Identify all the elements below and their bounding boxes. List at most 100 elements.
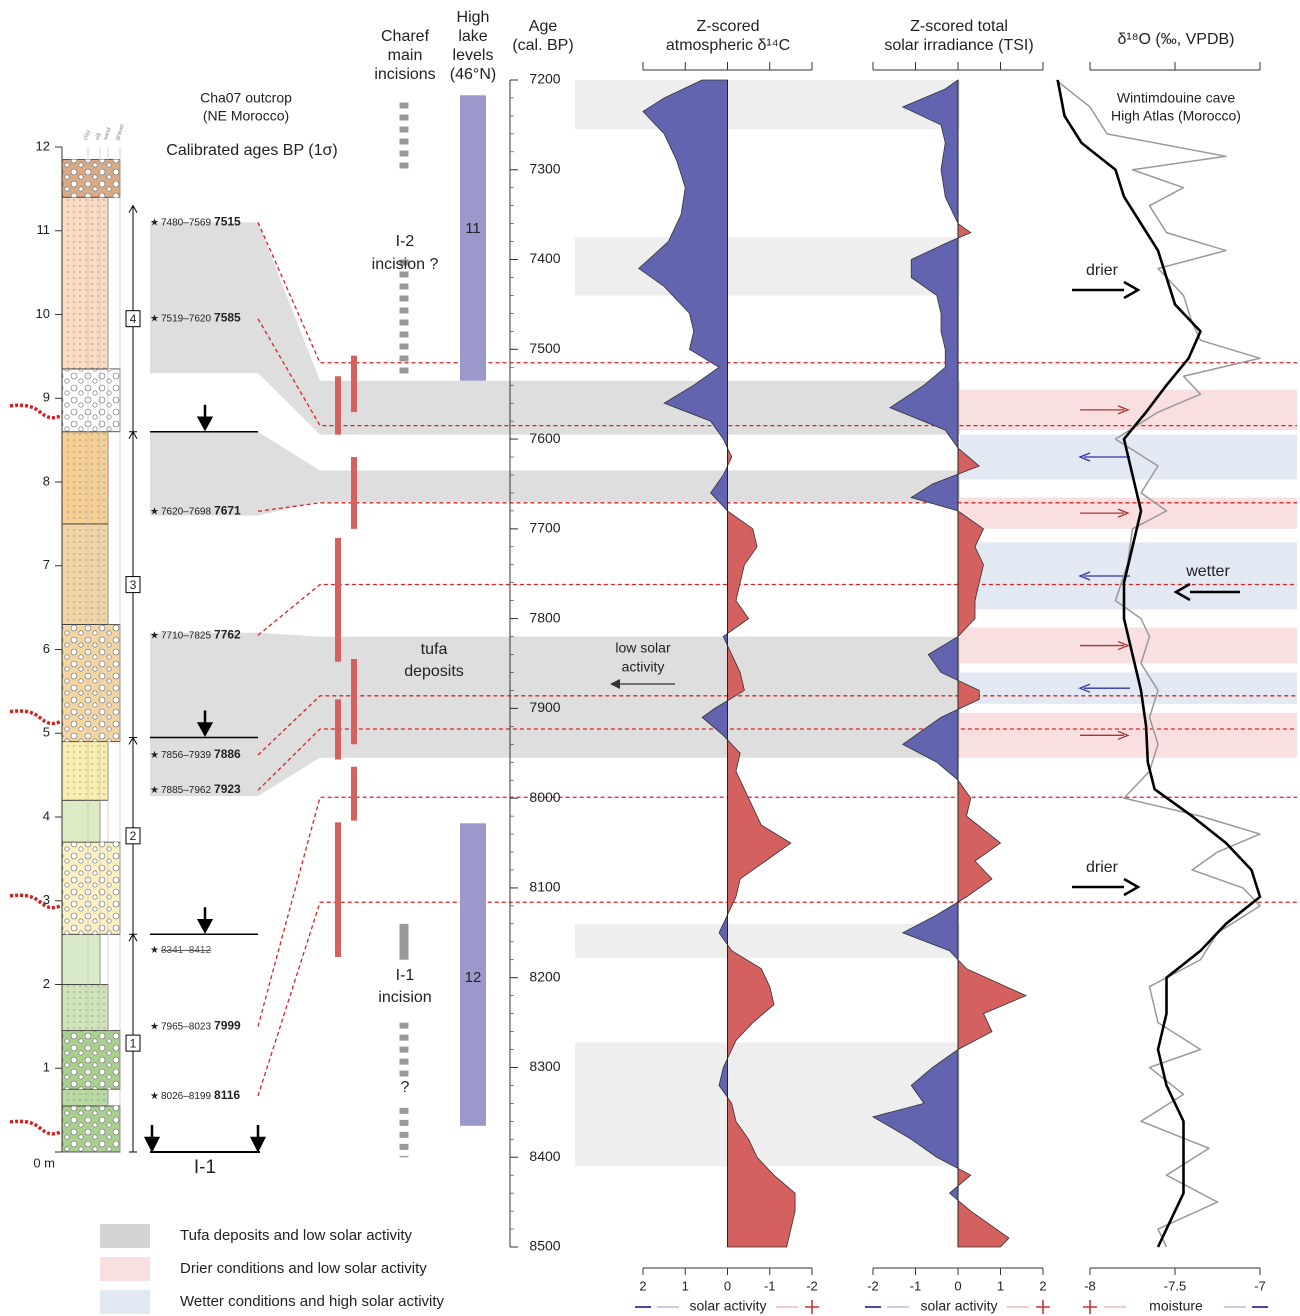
sample-label: ★ 7620–7698 7671 [150, 503, 241, 517]
area [638, 79, 796, 1248]
boundary-arrow [196, 710, 214, 738]
erosion-mark [9, 1119, 61, 1136]
panel-title: atmospheric δ¹⁴C [666, 37, 790, 54]
x-tick-label: -2 [867, 1278, 879, 1293]
depth-tick-label: 5 [43, 725, 50, 740]
age-link [257, 728, 1297, 791]
layer [61, 799, 101, 843]
sample-star: ★ [150, 217, 159, 228]
footer-label: solar activity [689, 1298, 766, 1314]
line [1056, 79, 1262, 1248]
plus-symbol [805, 1300, 819, 1314]
age-tick-label: 7300 [529, 160, 560, 176]
sample-age: 7762 [214, 627, 241, 641]
sample-label: ★ 7710–7825 7762 [150, 627, 241, 641]
age-axis-title: Age [529, 18, 558, 35]
age-link [257, 222, 1297, 364]
age-tick-label: 7700 [529, 520, 560, 536]
sample-label: ★ 7885–7962 7923 [150, 782, 241, 796]
annotation: incision ? [372, 256, 439, 273]
x-tick-label: -1 [764, 1278, 776, 1293]
age-tick-label: 8200 [529, 968, 560, 984]
unit-label: 2 [130, 829, 137, 843]
lake-title: lake [458, 28, 487, 45]
unit-arrow [128, 204, 138, 213]
line [1055, 79, 1261, 1248]
age-tick-label: 7400 [529, 250, 560, 266]
outcrop-title: (NE Morocco) [203, 108, 289, 124]
layer-texture [62, 984, 108, 1031]
unit-label: 3 [130, 578, 137, 592]
age-tick-label: 7500 [529, 340, 560, 356]
drier-arrow [1080, 405, 1130, 415]
unit-box [125, 310, 141, 328]
legend-swatch [100, 1290, 150, 1314]
x-tick-label: 0 [954, 1278, 961, 1293]
age-tick-label: 7900 [529, 699, 560, 715]
sample-age: 7923 [214, 782, 241, 796]
layer-texture [62, 741, 108, 801]
sample-age: 7671 [214, 503, 241, 517]
annotation: drier [1086, 262, 1119, 279]
lake-level [460, 823, 486, 1126]
sample-star: ★ [150, 313, 159, 324]
unit-box [125, 576, 141, 594]
x-tick-label: -8 [1084, 1278, 1096, 1293]
depth-tick-label: 9 [43, 390, 50, 405]
layer-texture [62, 368, 120, 432]
wetter-arrow [1078, 452, 1130, 462]
sample-range: 7620–7698 [161, 506, 211, 517]
x-tick-label: 1 [997, 1278, 1004, 1293]
panel-title: Z-scored [696, 18, 759, 35]
layer-texture [62, 842, 120, 935]
lake-title: (46°N) [450, 66, 496, 83]
erosion-mark [9, 403, 61, 420]
sample-range: 7885–7962 [161, 785, 211, 796]
depth-tick-label: 7 [43, 557, 50, 572]
boundary-arrow [196, 404, 214, 432]
lake-level [460, 95, 486, 381]
lake-title: High [457, 9, 490, 26]
ages-header: Calibrated ages BP (1σ) [166, 142, 337, 159]
depth-tick-label: 10 [36, 306, 50, 321]
gray-band [575, 923, 960, 958]
grain-label: sand [103, 127, 113, 141]
wetter-arrow [1078, 683, 1130, 693]
grain-label: clay [83, 129, 92, 141]
panel-title: Z-scored total [910, 18, 1008, 35]
age-tick-label: 7600 [529, 430, 560, 446]
age-tick-label: 8500 [529, 1238, 560, 1254]
annotation: I-1 [396, 967, 415, 984]
sample-range: 8026–8199 [161, 1091, 211, 1102]
layer-texture [62, 197, 108, 369]
sample-star: ★ [150, 785, 159, 796]
erosion-mark [9, 893, 61, 910]
sample-star: ★ [150, 630, 159, 641]
layer-texture [62, 431, 108, 524]
annotation: I-2 [396, 233, 415, 250]
age-tick-label: 8400 [529, 1148, 560, 1164]
sample-age: 7999 [214, 1019, 241, 1033]
arrow-head [610, 679, 620, 689]
wetter-arrow [1078, 571, 1130, 581]
gray-band [575, 1042, 960, 1167]
depth-tick-label: 0 m [33, 1155, 55, 1170]
plus-symbol [1083, 1300, 1097, 1314]
sample-label: ★ 7856–7939 7886 [150, 747, 241, 761]
footer-label: solar activity [920, 1298, 997, 1314]
age-axis-title: (cal. BP) [512, 37, 573, 54]
legend-swatch [100, 1257, 150, 1281]
panel-title: δ¹⁸O (‰, VPDB) [1118, 31, 1235, 48]
sample-label: ★ 8026–8199 8116 [150, 1088, 240, 1102]
sample-range: 7480–7569 [161, 217, 211, 228]
sample-range: 7965–8023 [161, 1021, 211, 1032]
age-tick-label: 8100 [529, 879, 560, 895]
drier-arrow [1080, 730, 1130, 740]
lake-level-label: 11 [465, 220, 481, 237]
cave-title: Wintimdouine cave [1117, 90, 1235, 106]
legend-label: Drier conditions and low solar activity [180, 1260, 427, 1277]
x-tick-label: -7 [1254, 1278, 1266, 1293]
age-tick-label: 8300 [529, 1058, 560, 1074]
